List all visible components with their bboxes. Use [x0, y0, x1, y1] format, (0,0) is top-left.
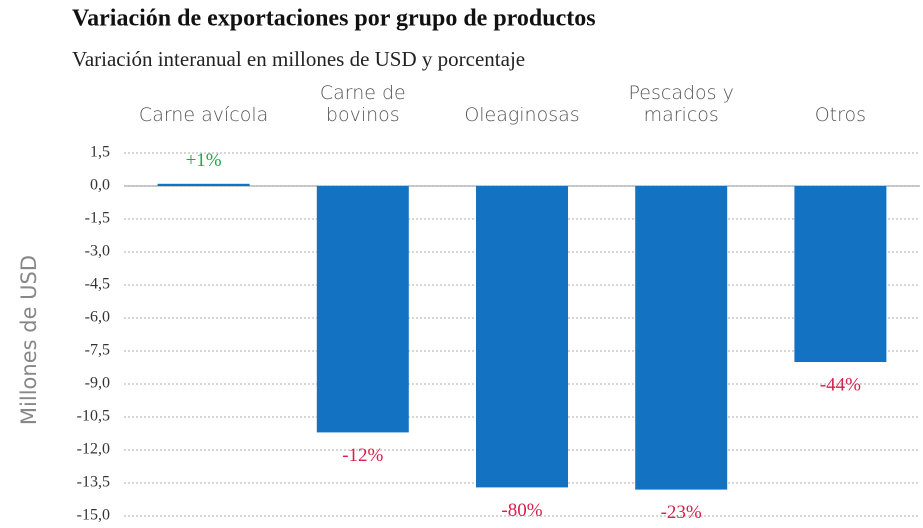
bar	[157, 183, 250, 186]
y-tick-label: -1,5	[85, 210, 110, 227]
y-tick-label: -12,0	[77, 441, 110, 458]
y-tick-label: -6,0	[85, 309, 110, 326]
y-tick-label: -4,5	[85, 276, 110, 293]
bar	[635, 186, 728, 490]
x-tick-label: Oleaginosas	[464, 104, 580, 126]
data-annotation: -12%	[342, 445, 383, 466]
y-axis-label: Millones de USD	[17, 255, 41, 425]
bar	[476, 186, 568, 488]
data-annotation: +1%	[186, 150, 222, 171]
y-tick-label: 1,5	[90, 144, 110, 161]
y-tick-label: -15,0	[77, 507, 110, 524]
x-tick-label: Carne avícola	[138, 104, 269, 126]
y-tick-label: -3,0	[85, 243, 110, 260]
y-tick-label: -9,0	[85, 375, 110, 392]
x-tick-label: Pescados y maricos	[628, 82, 734, 126]
chart-title: Variación de exportaciones por grupo de …	[72, 6, 596, 32]
data-annotation: -23%	[661, 502, 702, 523]
x-tick-label: Carne de bovinos	[319, 82, 406, 126]
y-tick-label: -13,5	[77, 474, 110, 491]
y-tick-label: 0,0	[90, 177, 110, 194]
y-tick-label: -7,5	[85, 342, 110, 359]
bar	[316, 186, 409, 433]
y-tick-label: -10,5	[77, 408, 110, 425]
chart-subtitle: Variación interanual en millones de USD …	[72, 47, 525, 71]
bar	[794, 186, 887, 362]
data-annotation: -80%	[501, 500, 542, 521]
data-annotation: -44%	[820, 374, 861, 395]
x-tick-label: Otros	[814, 104, 867, 126]
